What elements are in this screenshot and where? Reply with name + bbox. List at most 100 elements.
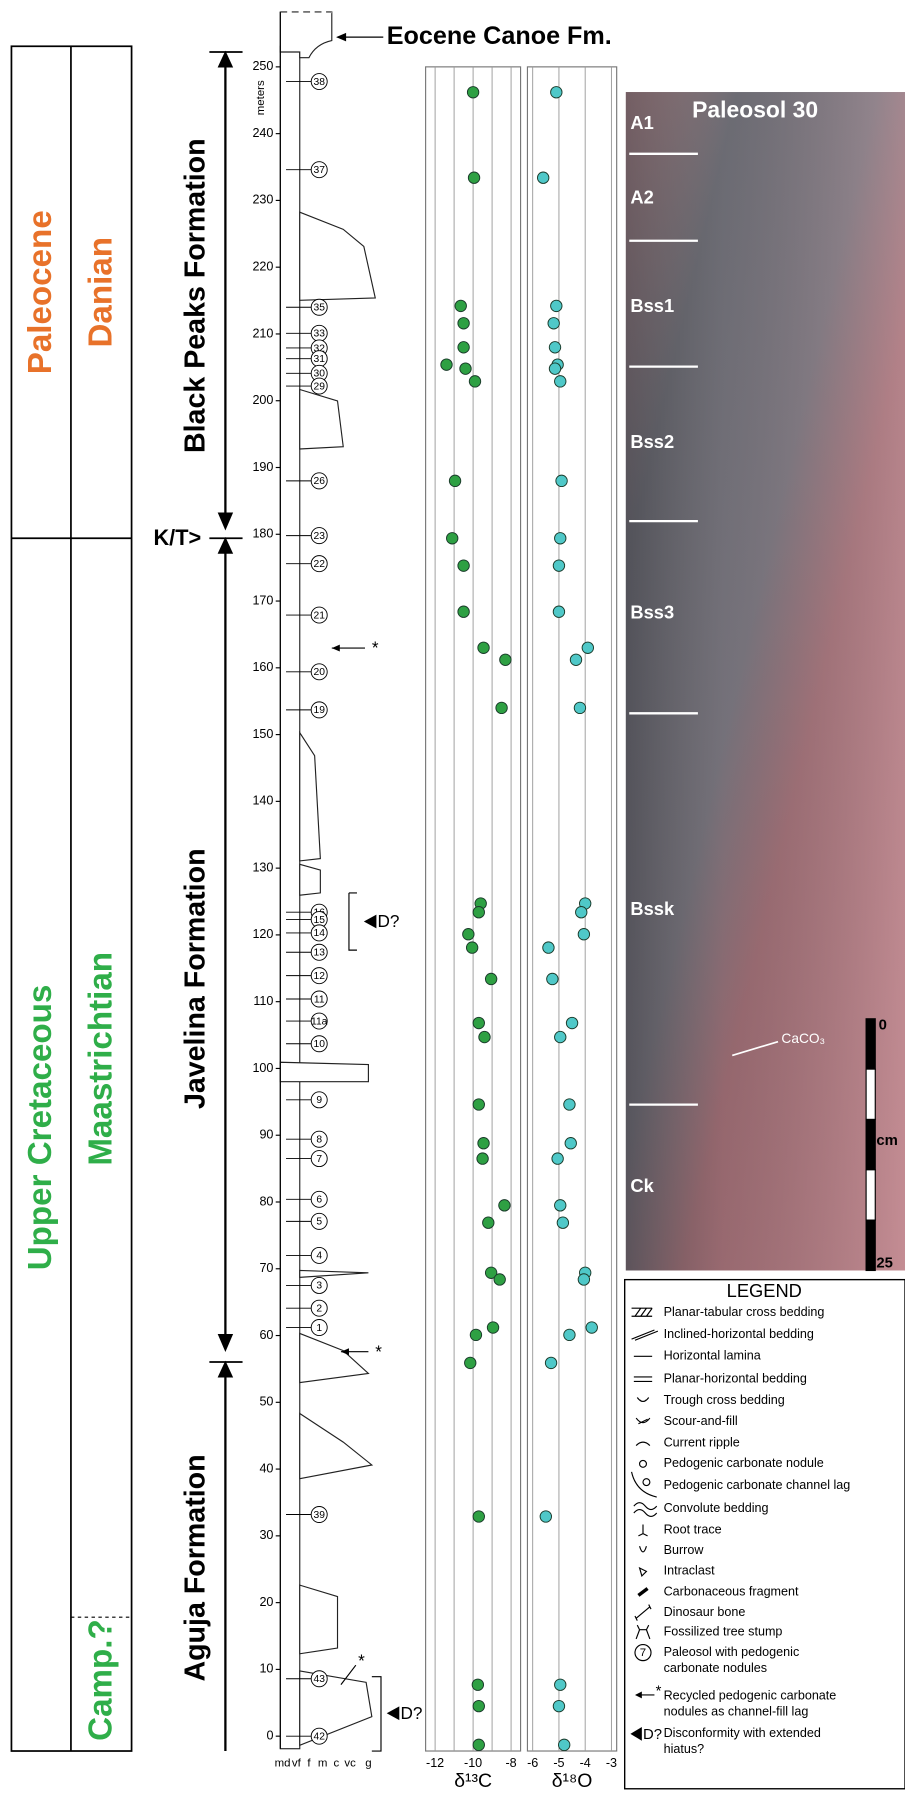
- stage: Danian: [83, 237, 120, 348]
- data-point: [582, 642, 593, 653]
- y-tick-label: 60: [259, 1328, 273, 1342]
- data-point: [553, 606, 564, 617]
- legend-symbol: [638, 1589, 647, 1596]
- paleosol-label: 12: [313, 971, 325, 982]
- legend-symbol: [636, 1418, 650, 1424]
- y-tick-label: 230: [252, 193, 273, 207]
- column-body: [280, 46, 299, 1748]
- photo-title: Paleosol 30: [692, 97, 818, 123]
- data-point: [485, 973, 496, 984]
- paleosol-label: 15: [313, 915, 325, 926]
- x-axis-label: δ¹⁸O: [552, 1770, 593, 1792]
- legend-symbol-label: D?: [643, 1727, 662, 1743]
- scale-label: cm: [876, 1133, 897, 1149]
- data-point: [578, 1274, 589, 1285]
- data-point: [555, 1679, 566, 1690]
- y-tick-label: 70: [259, 1261, 273, 1275]
- paleosol-label: 8: [316, 1135, 322, 1146]
- data-point: [441, 359, 452, 370]
- scale-segment: [866, 1019, 875, 1069]
- horizon-label: Bss3: [630, 602, 674, 623]
- x-tick-label: -4: [580, 1756, 591, 1770]
- photo-shade: [626, 92, 905, 1270]
- legend-symbol: [640, 1460, 647, 1467]
- legend-symbol-label: *: [656, 1683, 662, 1699]
- legend-text: carbonate nodules: [664, 1661, 767, 1675]
- paleosol-label: 1: [316, 1323, 322, 1334]
- sandstone: [300, 1270, 369, 1277]
- paleosol-label: 19: [313, 705, 325, 716]
- disconformity-label: D?: [400, 1703, 422, 1723]
- legend-text: Current ripple: [664, 1436, 740, 1450]
- data-point: [586, 1322, 597, 1333]
- data-point: [466, 942, 477, 953]
- paleosol-label: 2: [316, 1303, 322, 1314]
- data-point: [473, 1099, 484, 1110]
- legend-symbol: [634, 1377, 652, 1382]
- x-tick-label: -5: [553, 1756, 564, 1770]
- legend-text: Paleosol with pedogenic: [664, 1645, 800, 1659]
- data-point: [543, 942, 554, 953]
- scale-label: 25: [876, 1256, 893, 1272]
- data-point: [473, 1017, 484, 1028]
- data-point: [555, 1031, 566, 1042]
- data-point: [555, 376, 566, 387]
- data-point: [574, 702, 585, 713]
- grain-size: c: [334, 1758, 340, 1770]
- legend-symbol: [632, 1472, 657, 1497]
- data-point: [468, 172, 479, 183]
- formation-name: Black Peaks Formation: [179, 138, 211, 453]
- sandstone: [300, 212, 376, 300]
- legend-symbol: [636, 1442, 650, 1445]
- data-point: [552, 1153, 563, 1164]
- legend-text: Recycled pedogenic carbonate: [664, 1688, 837, 1702]
- paleosol-label: 38: [313, 77, 325, 88]
- scale-label: 0: [879, 1018, 887, 1034]
- stage: Camp.?: [83, 1619, 120, 1741]
- legend-symbol: [632, 1308, 653, 1316]
- y-tick-label: 250: [252, 59, 273, 73]
- grain-size: g: [365, 1758, 371, 1770]
- scale-segment: [866, 1069, 875, 1119]
- y-tick-label: 20: [259, 1595, 273, 1609]
- y-tick-label: 100: [252, 1061, 273, 1075]
- top-unit: Eocene Canoe Fm.: [387, 22, 612, 50]
- legend-symbol-label: 7: [640, 1647, 646, 1659]
- paleosol-label: 7: [316, 1154, 322, 1165]
- paleosol-label: 31: [313, 354, 325, 365]
- y-tick-label: 160: [252, 660, 273, 674]
- lag-marker: *: [358, 1650, 365, 1670]
- paleosol-label: 11a: [311, 1016, 328, 1027]
- data-point: [458, 318, 469, 329]
- y-tick-label: 240: [252, 126, 273, 140]
- data-point: [472, 1679, 483, 1690]
- data-point: [553, 1700, 564, 1711]
- data-point: [463, 929, 474, 940]
- legend-text: Convolute bedding: [664, 1501, 769, 1515]
- data-point: [555, 1200, 566, 1211]
- x-tick-label: -3: [606, 1756, 617, 1770]
- legend-text: Inclined-horizontal bedding: [664, 1327, 814, 1341]
- data-point: [473, 1511, 484, 1522]
- data-point: [549, 363, 560, 374]
- data-point: [467, 87, 478, 98]
- data-point: [479, 1031, 490, 1042]
- y-tick-label: 220: [252, 260, 273, 274]
- data-point: [478, 642, 489, 653]
- arrowhead: [338, 34, 346, 41]
- disconformity-label: D?: [378, 911, 400, 931]
- data-point: [558, 1739, 569, 1750]
- data-point: [545, 1357, 556, 1368]
- data-point: [465, 1357, 476, 1368]
- data-point: [576, 906, 587, 917]
- paleosol-label: 9: [316, 1095, 322, 1106]
- x-tick-label: -12: [426, 1756, 444, 1770]
- legend-symbol: [637, 1397, 648, 1401]
- y-tick-label: 0: [266, 1729, 273, 1743]
- horizon-label: Bss2: [630, 431, 674, 452]
- y-tick-label: 140: [252, 794, 273, 808]
- scale-segment: [866, 1119, 875, 1169]
- horizon-label: A1: [630, 112, 653, 133]
- data-point: [549, 342, 560, 353]
- x-axis-label: δ¹³C: [454, 1770, 492, 1792]
